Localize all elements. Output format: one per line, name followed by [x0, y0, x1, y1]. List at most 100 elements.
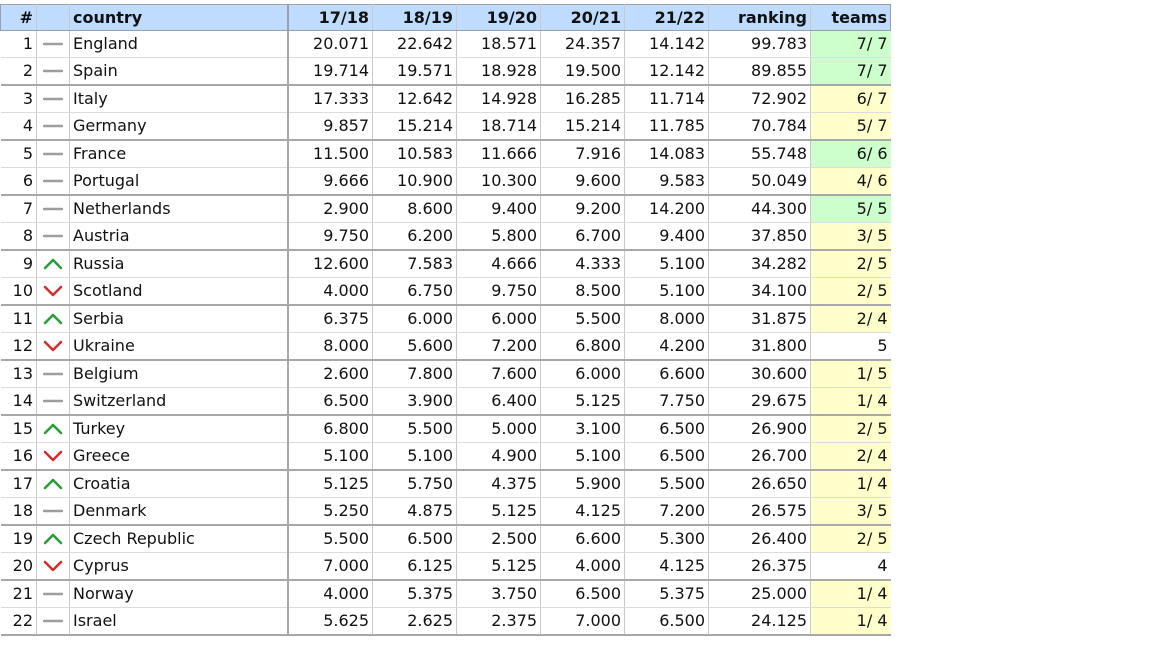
points-season-18-19: 5.100 [372, 442, 457, 471]
teams-status: 7/ 7 [810, 30, 891, 58]
ranking-value: 26.900 [708, 415, 811, 443]
points-season-19-20: 5.800 [456, 222, 541, 251]
teams-status: 2/ 5 [810, 415, 891, 443]
country-name[interactable]: Germany [69, 112, 289, 141]
country-name[interactable]: Czech Republic [69, 525, 289, 553]
points-season-19-20: 9.750 [456, 277, 541, 306]
table-row: 10 Scotland 4.000 6.750 9.750 8.500 5.100 34.10… [0, 277, 891, 306]
table-row: 3 Italy 17.333 12.642 14.928 16.285 11.714 72.9… [0, 85, 891, 113]
points-season-19-20: 5.125 [456, 497, 541, 526]
points-season-17-18: 9.750 [288, 222, 373, 251]
table-row: 21 Norway 4.000 5.375 3.750 6.500 5.375 25.000 1… [0, 580, 891, 608]
points-season-19-20: 6.000 [456, 305, 541, 333]
ranking-value: 31.875 [708, 305, 811, 333]
table-body: 1 England 20.071 22.642 18.571 24.357 14.142 99… [0, 30, 891, 636]
points-season-17-18: 5.125 [288, 470, 373, 498]
col-header-season-18-19[interactable]: 18/19 [372, 4, 457, 31]
trend-cell [36, 332, 70, 361]
points-season-20-21: 6.000 [540, 360, 625, 388]
ranking-value: 50.049 [708, 167, 811, 196]
points-season-17-18: 19.714 [288, 57, 373, 86]
country-name[interactable]: Denmark [69, 497, 289, 526]
col-header-season-17-18[interactable]: 17/18 [287, 4, 373, 31]
country-name[interactable]: Austria [69, 222, 289, 251]
trend-unchanged-icon [43, 399, 63, 403]
country-name[interactable]: Italy [69, 85, 289, 113]
points-season-17-18: 9.666 [288, 167, 373, 196]
points-season-19-20: 5.000 [456, 415, 541, 443]
trend-cell [36, 525, 70, 553]
country-name[interactable]: Turkey [69, 415, 289, 443]
points-season-18-19: 22.642 [372, 30, 457, 58]
trend-cell [36, 85, 70, 113]
points-season-20-21: 5.100 [540, 442, 625, 471]
country-name[interactable]: Netherlands [69, 195, 289, 223]
country-name[interactable]: Portugal [69, 167, 289, 196]
points-season-21-22: 6.500 [624, 607, 709, 636]
col-header-season-21-22[interactable]: 21/22 [624, 4, 709, 31]
trend-cell [36, 607, 70, 636]
points-season-21-22: 6.500 [624, 415, 709, 443]
points-season-19-20: 7.600 [456, 360, 541, 388]
col-header-teams[interactable]: teams [810, 4, 891, 31]
country-name[interactable]: France [69, 140, 289, 168]
col-header-country[interactable]: country [69, 4, 289, 31]
table-row: 12 Ukraine 8.000 5.600 7.200 6.800 4.200 31.800… [0, 332, 891, 361]
col-header-ranking[interactable]: ranking [708, 4, 811, 31]
row-rank-number: 1 [0, 30, 37, 58]
points-season-21-22: 14.083 [624, 140, 709, 168]
country-name[interactable]: Norway [69, 580, 289, 608]
country-name[interactable]: Serbia [69, 305, 289, 333]
country-name[interactable]: Greece [69, 442, 289, 471]
col-header-trend[interactable] [36, 4, 70, 31]
table-row: 16 Greece 5.100 5.100 4.900 5.100 6.500 26.700 2… [0, 442, 891, 471]
row-rank-number: 16 [0, 442, 37, 471]
points-season-18-19: 2.625 [372, 607, 457, 636]
points-season-18-19: 7.583 [372, 250, 457, 278]
country-name[interactable]: England [69, 30, 289, 58]
row-rank-number: 2 [0, 57, 37, 86]
ranking-value: 89.855 [708, 57, 811, 86]
country-name[interactable]: Russia [69, 250, 289, 278]
points-season-20-21: 7.916 [540, 140, 625, 168]
country-name[interactable]: Switzerland [69, 387, 289, 416]
teams-status: 3/ 5 [810, 222, 891, 251]
country-name[interactable]: Spain [69, 57, 289, 86]
col-header-season-20-21[interactable]: 20/21 [540, 4, 625, 31]
trend-up-icon [43, 533, 63, 545]
points-season-18-19: 4.875 [372, 497, 457, 526]
points-season-20-21: 16.285 [540, 85, 625, 113]
row-rank-number: 19 [0, 525, 37, 553]
country-name[interactable]: Israel [69, 607, 289, 636]
points-season-18-19: 3.900 [372, 387, 457, 416]
points-season-18-19: 5.375 [372, 580, 457, 608]
col-header-rank-number[interactable]: # [0, 4, 37, 31]
trend-cell [36, 167, 70, 196]
trend-unchanged-icon [43, 234, 63, 238]
row-rank-number: 20 [0, 552, 37, 581]
country-name[interactable]: Belgium [69, 360, 289, 388]
points-season-21-22: 11.785 [624, 112, 709, 141]
teams-status: 1/ 5 [810, 360, 891, 388]
country-name[interactable]: Ukraine [69, 332, 289, 361]
points-season-20-21: 3.100 [540, 415, 625, 443]
row-rank-number: 3 [0, 85, 37, 113]
row-rank-number: 11 [0, 305, 37, 333]
country-name[interactable]: Scotland [69, 277, 289, 306]
country-name[interactable]: Cyprus [69, 552, 289, 581]
table-row: 5 France 11.500 10.583 11.666 7.916 14.083 55.7… [0, 140, 891, 168]
row-rank-number: 5 [0, 140, 37, 168]
points-season-19-20: 10.300 [456, 167, 541, 196]
points-season-20-21: 4.125 [540, 497, 625, 526]
teams-status: 5 [810, 332, 891, 361]
ranking-value: 99.783 [708, 30, 811, 58]
teams-status: 1/ 4 [810, 607, 891, 636]
points-season-18-19: 6.125 [372, 552, 457, 581]
row-rank-number: 13 [0, 360, 37, 388]
points-season-17-18: 20.071 [288, 30, 373, 58]
country-name[interactable]: Croatia [69, 470, 289, 498]
points-season-19-20: 14.928 [456, 85, 541, 113]
col-header-season-19-20[interactable]: 19/20 [456, 4, 541, 31]
points-season-19-20: 18.714 [456, 112, 541, 141]
points-season-17-18: 6.375 [288, 305, 373, 333]
